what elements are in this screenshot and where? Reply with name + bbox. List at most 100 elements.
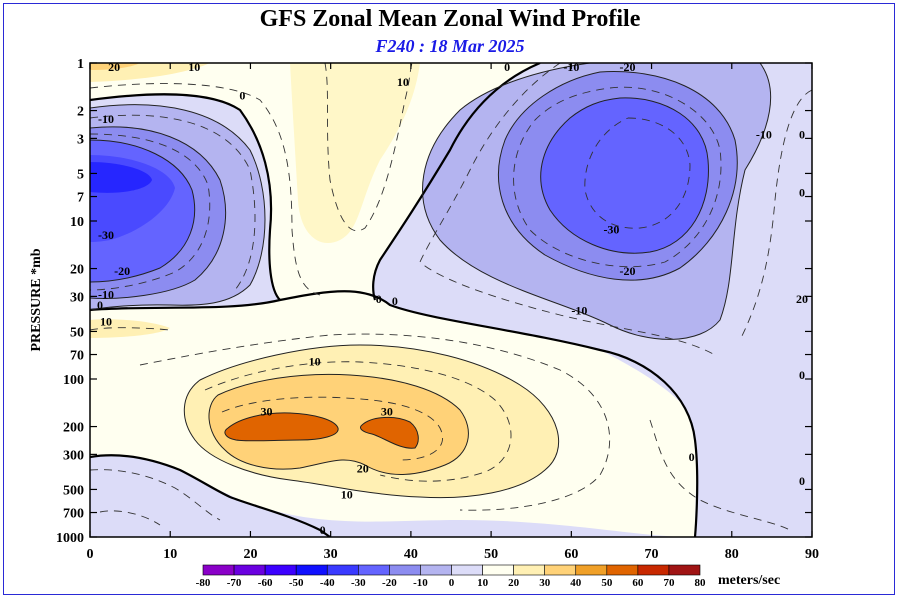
colorbar-level-label: 60 (632, 577, 644, 589)
contour-label: -10 (563, 60, 579, 74)
colorbar-swatch (202, 564, 235, 576)
colorbar-swatch (389, 564, 421, 576)
x-tick-label: 40 (404, 547, 418, 562)
contour-label: 0 (97, 298, 103, 312)
contour-label: 0 (504, 60, 510, 74)
dashed-neg5-bottom (90, 469, 221, 521)
x-tick-label: 0 (87, 547, 94, 562)
contour-30a (224, 412, 339, 442)
contour-label: 0 (799, 474, 805, 488)
fill-pos-left-10 (90, 319, 170, 338)
contour-label: 10 (100, 315, 112, 329)
dashed-neg25-right (513, 86, 722, 268)
y-tick-label: 70 (70, 349, 84, 364)
chart-title: GFS Zonal Mean Zonal Wind Profile (259, 6, 641, 32)
chart-subtitle: F240 : 18 Mar 2025 (375, 36, 525, 56)
contour-10-jet (183, 344, 560, 499)
colorbar-units: meters/sec (718, 573, 780, 588)
contour-label: -20 (114, 264, 130, 278)
dashed-neg5-right (419, 63, 716, 356)
y-tick-label: 20 (70, 263, 84, 278)
colorbar-swatch (575, 564, 608, 576)
contour-label: 0 (376, 292, 382, 306)
contour-label: -10 (756, 127, 772, 141)
fill-neg-bottom-left (90, 455, 320, 537)
colorbar-swatch (606, 564, 639, 576)
colorbar-swatch (326, 564, 359, 576)
colorbar-swatch (637, 564, 670, 576)
colorbar-swatch (482, 564, 514, 576)
y-tick-label: 700 (63, 507, 84, 522)
fill-neg-left-50 (90, 162, 152, 193)
dashed-neg5-left (90, 114, 256, 291)
fill-jet-30b (360, 417, 419, 449)
contour-label: 30 (260, 404, 272, 418)
contour-label: 0 (799, 368, 805, 382)
dashed-25-jet (221, 396, 443, 461)
colorbar-level-label: -40 (320, 577, 335, 589)
contour-label: -10 (98, 288, 114, 302)
figure-frame (3, 3, 895, 595)
zero-contour-main (90, 290, 699, 537)
contour-label: 10 (188, 60, 200, 74)
zero-contour-upper-left (90, 93, 281, 301)
colorbar-level-label: -30 (351, 577, 366, 589)
contour-label: 0 (689, 450, 695, 464)
y-tick-label: 2 (77, 105, 84, 120)
contour-label: 10 (341, 487, 353, 501)
colorbar: -80 -70 -60 -50 -40 -30 -20 -10 0 10 20 30 40 50 60 70 8… (196, 564, 707, 589)
colorbar-level-label: 10 (477, 577, 489, 589)
colorbar-swatch (358, 564, 390, 576)
y-tick-label: 10 (70, 215, 84, 230)
colorbar-level-label: -10 (413, 577, 428, 589)
dashed-15-jet (204, 361, 512, 482)
contour-label: 0 (799, 186, 805, 200)
colorbar-level-label: 30 (539, 577, 551, 589)
contour-label: -30 (98, 228, 114, 242)
fill-topleft-20 (90, 63, 140, 70)
fill-jet-30a (224, 412, 339, 441)
contour-label: -10 (98, 112, 114, 126)
colorbar-level-label: 70 (663, 577, 675, 589)
contour-20-jet (208, 373, 469, 475)
y-tick-label: 5 (77, 167, 84, 182)
contour-neg-right-20 (498, 71, 738, 281)
colorbar-level-label: 80 (695, 577, 707, 589)
y-tick-label: 7 (77, 191, 84, 206)
colorbar-swatch (233, 564, 266, 576)
colorbar-swatch (544, 564, 577, 576)
colorbar-level-label: 0 (449, 577, 455, 589)
y-tick-label: 300 (63, 448, 84, 463)
fill-neg-right-30 (540, 97, 709, 254)
contour-neg-right-10 (422, 63, 772, 340)
colorbar-level-label: 40 (570, 577, 582, 589)
contour-neg-left-10 (90, 104, 266, 311)
x-tick-label: 90 (805, 547, 819, 562)
contour-neg-right-30 (540, 97, 709, 254)
contour-label: 10 (309, 354, 321, 368)
colorbar-swatch (451, 564, 483, 576)
y-tick-label: 50 (70, 325, 84, 340)
colorbar-level-label: 50 (601, 577, 613, 589)
x-tick-label: 70 (645, 547, 659, 562)
colorbar-swatch (295, 564, 328, 576)
contour-label: -10 (571, 303, 587, 317)
y-tick-label: 100 (63, 373, 84, 388)
colorbar-swatch (264, 564, 297, 576)
colorbar-swatch (668, 564, 701, 576)
fill-jet-20 (208, 374, 469, 475)
contour-label: 30 (381, 404, 393, 418)
y-tick-label: 1000 (56, 531, 84, 546)
dashed-neg5-bottom2 (99, 510, 161, 526)
colorbar-level-label: -80 (196, 577, 211, 589)
contour-label: 20 (108, 60, 120, 74)
x-tick-label: 10 (163, 547, 177, 562)
dashed-left-mid (90, 327, 171, 331)
y-tick-label: 500 (63, 483, 84, 498)
fill-positive-upper-10 (290, 63, 420, 244)
y-tick-label: 3 (77, 132, 84, 147)
x-tick-label: 80 (725, 547, 739, 562)
dashed-5-upper (90, 83, 321, 296)
